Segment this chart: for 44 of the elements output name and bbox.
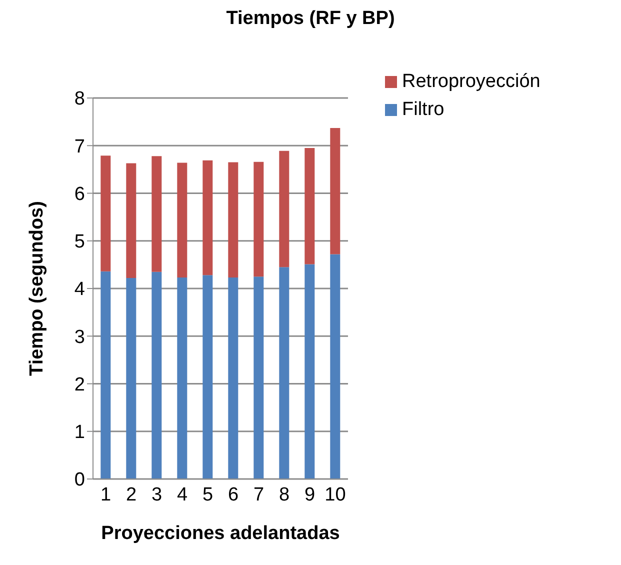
- x-tick-label: 6: [228, 484, 239, 506]
- bar: [304, 148, 315, 264]
- x-tick-label: 4: [176, 484, 188, 506]
- y-tick-label: 3: [74, 326, 85, 348]
- bar: [202, 275, 213, 479]
- legend-label: Filtro: [402, 98, 444, 122]
- bar: [254, 162, 264, 277]
- y-tick-label: 1: [74, 422, 85, 444]
- bar: [100, 156, 111, 272]
- x-tick-label: 8: [278, 484, 290, 506]
- x-tick-label: 3: [151, 484, 162, 506]
- bar: [177, 162, 188, 278]
- x-axis-title: Proyecciones adelantadas: [101, 523, 340, 544]
- bar: [330, 128, 340, 254]
- x-tick-label: 10: [324, 484, 346, 506]
- x-tick-label: 5: [202, 484, 214, 506]
- y-tick-label: 6: [74, 184, 85, 205]
- bar: [304, 264, 315, 479]
- y-tick-label: 8: [74, 88, 85, 110]
- chart-title: Tiempos (RF y BP): [225, 8, 396, 31]
- y-tick-label: 0: [74, 470, 85, 491]
- bar: [279, 150, 290, 268]
- bar: [126, 163, 136, 278]
- bar: [202, 160, 213, 276]
- bar: [152, 272, 162, 479]
- y-axis-title: Tiempo (segundos): [26, 201, 48, 376]
- bar: [254, 276, 264, 479]
- y-tick-label: 5: [74, 232, 85, 253]
- bar: [228, 278, 238, 479]
- y-tick-label: 7: [74, 136, 85, 158]
- bar: [152, 156, 162, 272]
- legend-label: Retroproyección: [402, 70, 540, 94]
- bar: [100, 271, 111, 479]
- x-tick-label: 2: [126, 484, 137, 506]
- bar: [126, 278, 136, 479]
- y-tick-label: 2: [74, 374, 85, 396]
- x-tick-label: 1: [100, 484, 112, 506]
- x-tick-label: 9: [304, 484, 316, 506]
- y-tick-label: 4: [74, 279, 86, 300]
- x-tick-label: 7: [253, 484, 264, 506]
- bar: [177, 278, 188, 479]
- bar: [228, 162, 238, 278]
- bar: [330, 254, 340, 479]
- bar: [279, 267, 290, 479]
